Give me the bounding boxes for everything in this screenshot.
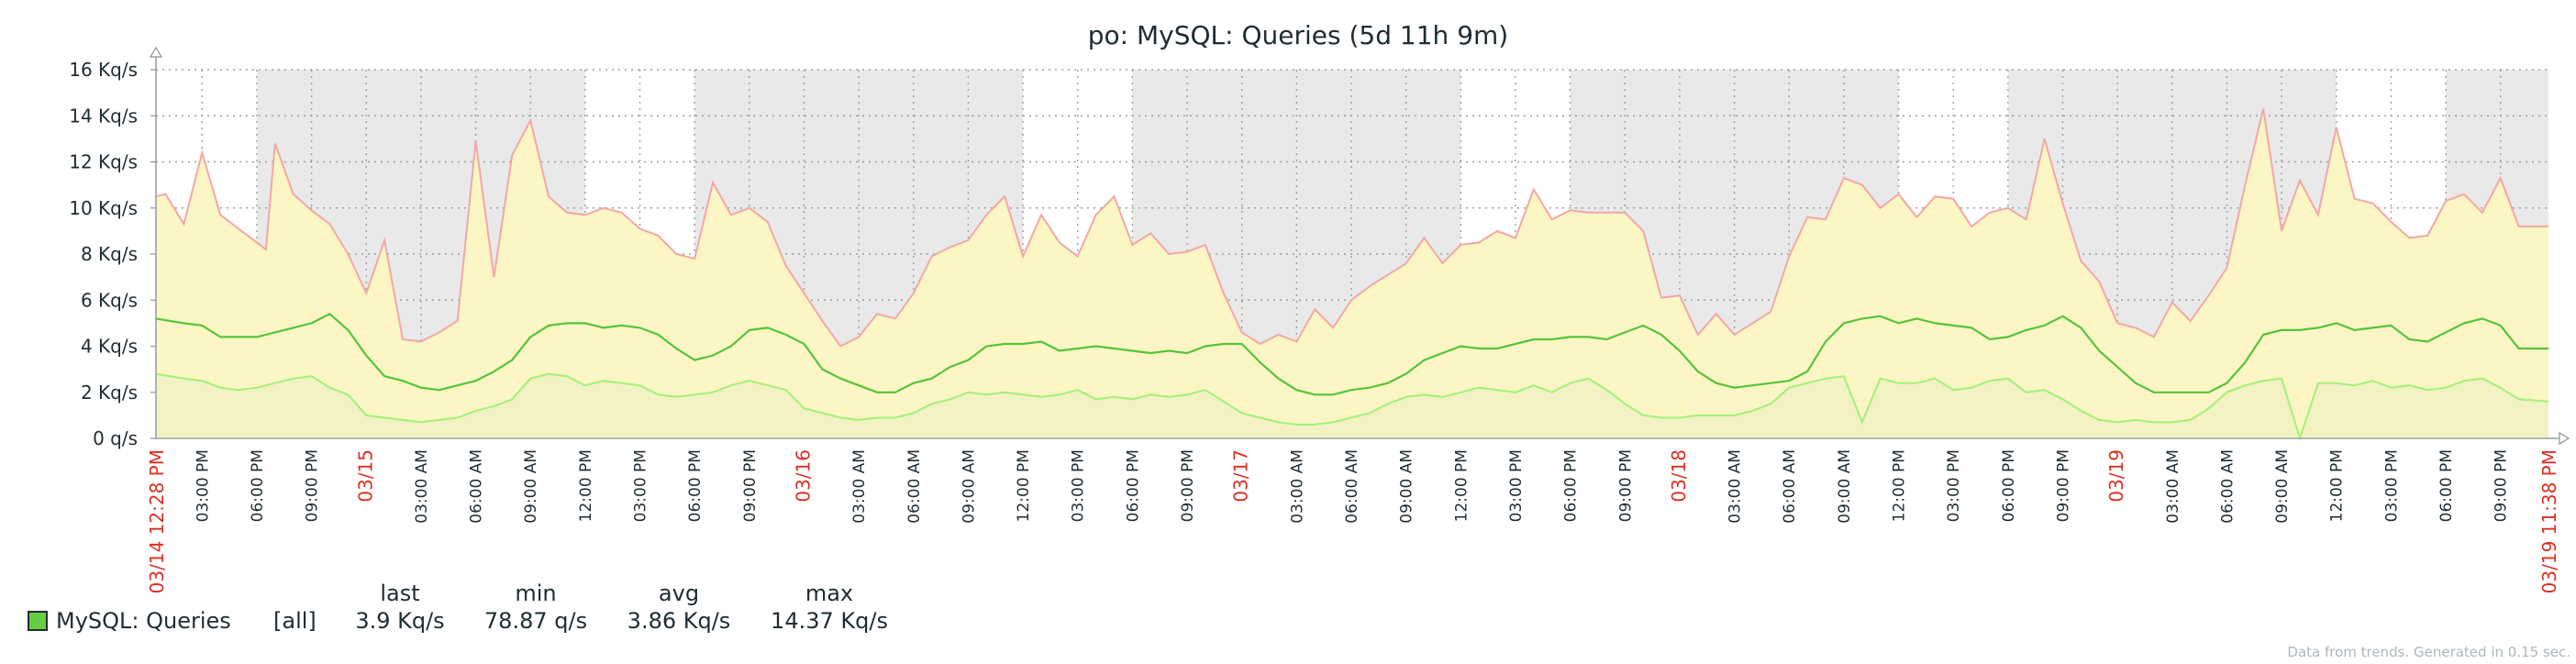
x-tick-label: 03:00 PM (1070, 449, 1088, 522)
footer-note: Data from trends. Generated in 0.15 sec. (2287, 644, 2570, 660)
x-tick-label: 09:00 AM (1398, 449, 1416, 524)
x-tick-label: 03:00 PM (2382, 449, 2401, 522)
x-tick-label: 03:00 PM (1507, 449, 1526, 522)
y-axis-arrow (149, 46, 163, 58)
x-tick-label: 03:00 PM (1945, 449, 1963, 522)
min-line (155, 372, 2549, 442)
y-tick-label: 4 Kq/s (81, 336, 138, 358)
legend-max-value: 14.37 Kq/s (771, 608, 888, 634)
x-tick-label: 09:00 PM (1179, 449, 1197, 522)
y-tick-label: 12 Kq/s (69, 151, 138, 173)
series-areas (155, 108, 2549, 442)
x-tick-label: 06:00 AM (905, 449, 924, 524)
x-tick-label: 06:00 AM (1343, 449, 1361, 524)
y-axis-ticks: 0 q/s 2 Kq/s 4 Kq/s 6 Kq/s 8 Kq/s 10 Kq/s 12 K… (69, 59, 156, 449)
legend-func: [all] (273, 608, 316, 634)
legend-avg-value: 3.86 Kq/s (627, 608, 731, 634)
x-tick-date-label: 03/19 (2105, 449, 2127, 503)
legend-swatch (28, 611, 48, 631)
max-area (156, 108, 2548, 438)
y-tick-label: 16 Kq/s (69, 59, 138, 81)
y-tick-label: 14 Kq/s (69, 105, 138, 127)
x-tick-label: 12:00 PM (1015, 449, 1033, 522)
x-tick-date-label: 03/15 (354, 449, 376, 503)
y-tick-label: 8 Kq/s (81, 243, 138, 265)
x-axis-arrow (2559, 431, 2570, 446)
y-tick-label: 6 Kq/s (81, 289, 138, 311)
x-tick-label: 09:00 AM (960, 449, 978, 524)
x-tick-date-label: 03/16 (792, 449, 814, 503)
min-area (156, 373, 2548, 438)
legend-header-last: last (380, 581, 419, 606)
x-tick-label: 06:00 AM (468, 449, 486, 524)
x-tick-label: 12:00 PM (1891, 449, 1909, 522)
y-tick-label: 10 Kq/s (69, 197, 138, 219)
x-tick-label: 09:00 PM (2493, 449, 2511, 522)
x-tick-label: 06:00 PM (686, 449, 705, 522)
x-tick-label: 03:00 AM (1288, 449, 1306, 524)
x-tick-label: 03:00 PM (194, 449, 212, 522)
legend-header-max: max (805, 581, 853, 606)
x-tick-label: 09:00 AM (1836, 449, 1854, 524)
x-tick-label: 06:00 PM (2000, 449, 2018, 522)
x-range-end-label: 03/19 11:38 PM (2538, 449, 2560, 593)
x-axis-ticks: 03:00 PM 06:00 PM 09:00 PM 03/15 03:00 AM 06:… (146, 449, 2560, 593)
x-tick-label: 09:00 AM (522, 449, 540, 524)
x-tick-label: 06:00 PM (2437, 449, 2456, 522)
y-tick-label: 0 q/s (93, 427, 138, 449)
x-tick-label: 12:00 PM (1452, 449, 1471, 522)
x-tick-label: 12:00 PM (577, 449, 595, 522)
x-tick-date-label: 03/18 (1668, 449, 1690, 503)
chart-title: po: MySQL: Queries (5d 11h 9m) (1088, 20, 1508, 50)
max-line (155, 108, 2548, 348)
x-tick-label: 09:00 PM (2054, 449, 2072, 522)
x-tick-label: 06:00 AM (1781, 449, 1799, 524)
x-tick-label: 06:00 PM (249, 449, 267, 522)
legend-last-value: 3.9 Kq/s (355, 608, 444, 634)
x-tick-label: 09:00 PM (1616, 449, 1635, 522)
x-tick-date-label: 03/17 (1230, 449, 1252, 503)
x-tick-label: 06:00 AM (2218, 449, 2237, 524)
x-tick-label: 06:00 PM (1124, 449, 1142, 522)
x-tick-label: 03:00 PM (632, 449, 650, 522)
x-tick-label: 09:00 PM (741, 449, 760, 522)
x-tick-label: 03:00 AM (2164, 449, 2182, 524)
x-tick-label: 09:00 PM (304, 449, 322, 522)
x-tick-label: 03:00 AM (1727, 449, 1745, 524)
x-tick-label: 03:00 AM (413, 449, 431, 524)
avg-line (155, 312, 2548, 396)
x-tick-label: 06:00 PM (1562, 449, 1581, 522)
legend-min-value: 78.87 q/s (484, 608, 587, 634)
legend-series-name: MySQL: Queries (56, 608, 231, 634)
axes (149, 46, 2570, 446)
x-tick-label: 03:00 AM (850, 449, 869, 524)
x-range-start-label: 03/14 12:28 PM (146, 449, 168, 593)
x-tick-label: 12:00 PM (2328, 449, 2347, 522)
legend: last min avg max MySQL: Queries [all] 3.… (28, 581, 888, 634)
x-tick-label: 09:00 AM (2273, 449, 2292, 524)
y-tick-label: 2 Kq/s (81, 382, 138, 404)
legend-header-avg: avg (659, 581, 699, 606)
legend-header-min: min (515, 581, 556, 606)
